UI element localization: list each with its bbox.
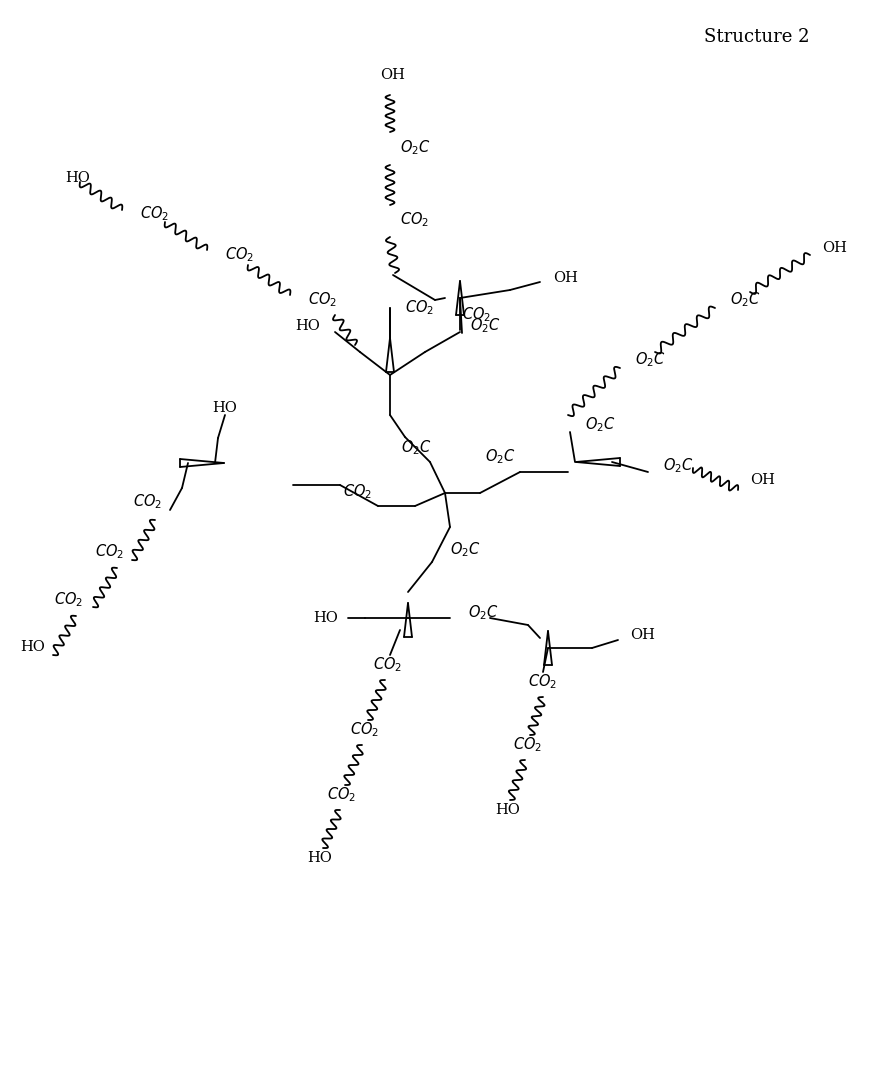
Text: $CO_2$: $CO_2$ [400,211,429,229]
Text: $O_2C$: $O_2C$ [450,540,481,560]
Text: $O_2C$: $O_2C$ [635,351,666,369]
Text: Structure 2: Structure 2 [705,28,810,46]
Text: $CO_2$: $CO_2$ [133,492,162,512]
Text: $O_2C$: $O_2C$ [401,438,432,457]
Text: HO: HO [65,171,90,185]
Text: $O_2C$: $O_2C$ [663,456,693,475]
Text: HO: HO [213,401,238,415]
Text: $CO_2$: $CO_2$ [308,291,337,309]
Text: HO: HO [20,640,45,655]
Text: $O_2C$: $O_2C$ [400,139,431,158]
Text: $CO_2$: $CO_2$ [344,483,373,501]
Text: $O_2C$: $O_2C$ [485,448,515,466]
Text: $CO_2$: $CO_2$ [54,591,83,610]
Text: OH: OH [553,271,578,285]
Text: HO: HO [313,611,338,625]
Text: HO: HO [308,851,333,865]
Text: OH: OH [822,241,847,255]
Text: $O_2C$: $O_2C$ [470,317,501,336]
Text: $CO_2$: $CO_2$ [351,721,379,740]
Text: $CO_2$: $CO_2$ [405,298,434,318]
Text: $CO_2$: $CO_2$ [140,205,169,224]
Text: $CO_2$: $CO_2$ [462,306,491,324]
Text: $CO_2$: $CO_2$ [374,656,402,675]
Text: $CO_2$: $CO_2$ [95,543,124,562]
Text: $CO_2$: $CO_2$ [225,245,255,264]
Text: $CO_2$: $CO_2$ [514,736,543,755]
Text: OH: OH [630,628,655,642]
Text: OH: OH [381,68,406,82]
Text: HO: HO [496,803,521,817]
Text: HO: HO [295,319,320,333]
Text: $O_2C$: $O_2C$ [468,603,498,623]
Text: $O_2C$: $O_2C$ [585,416,616,434]
Text: $CO_2$: $CO_2$ [328,786,357,805]
Text: OH: OH [750,473,775,487]
Text: $CO_2$: $CO_2$ [529,673,557,692]
Text: $O_2C$: $O_2C$ [730,291,761,309]
